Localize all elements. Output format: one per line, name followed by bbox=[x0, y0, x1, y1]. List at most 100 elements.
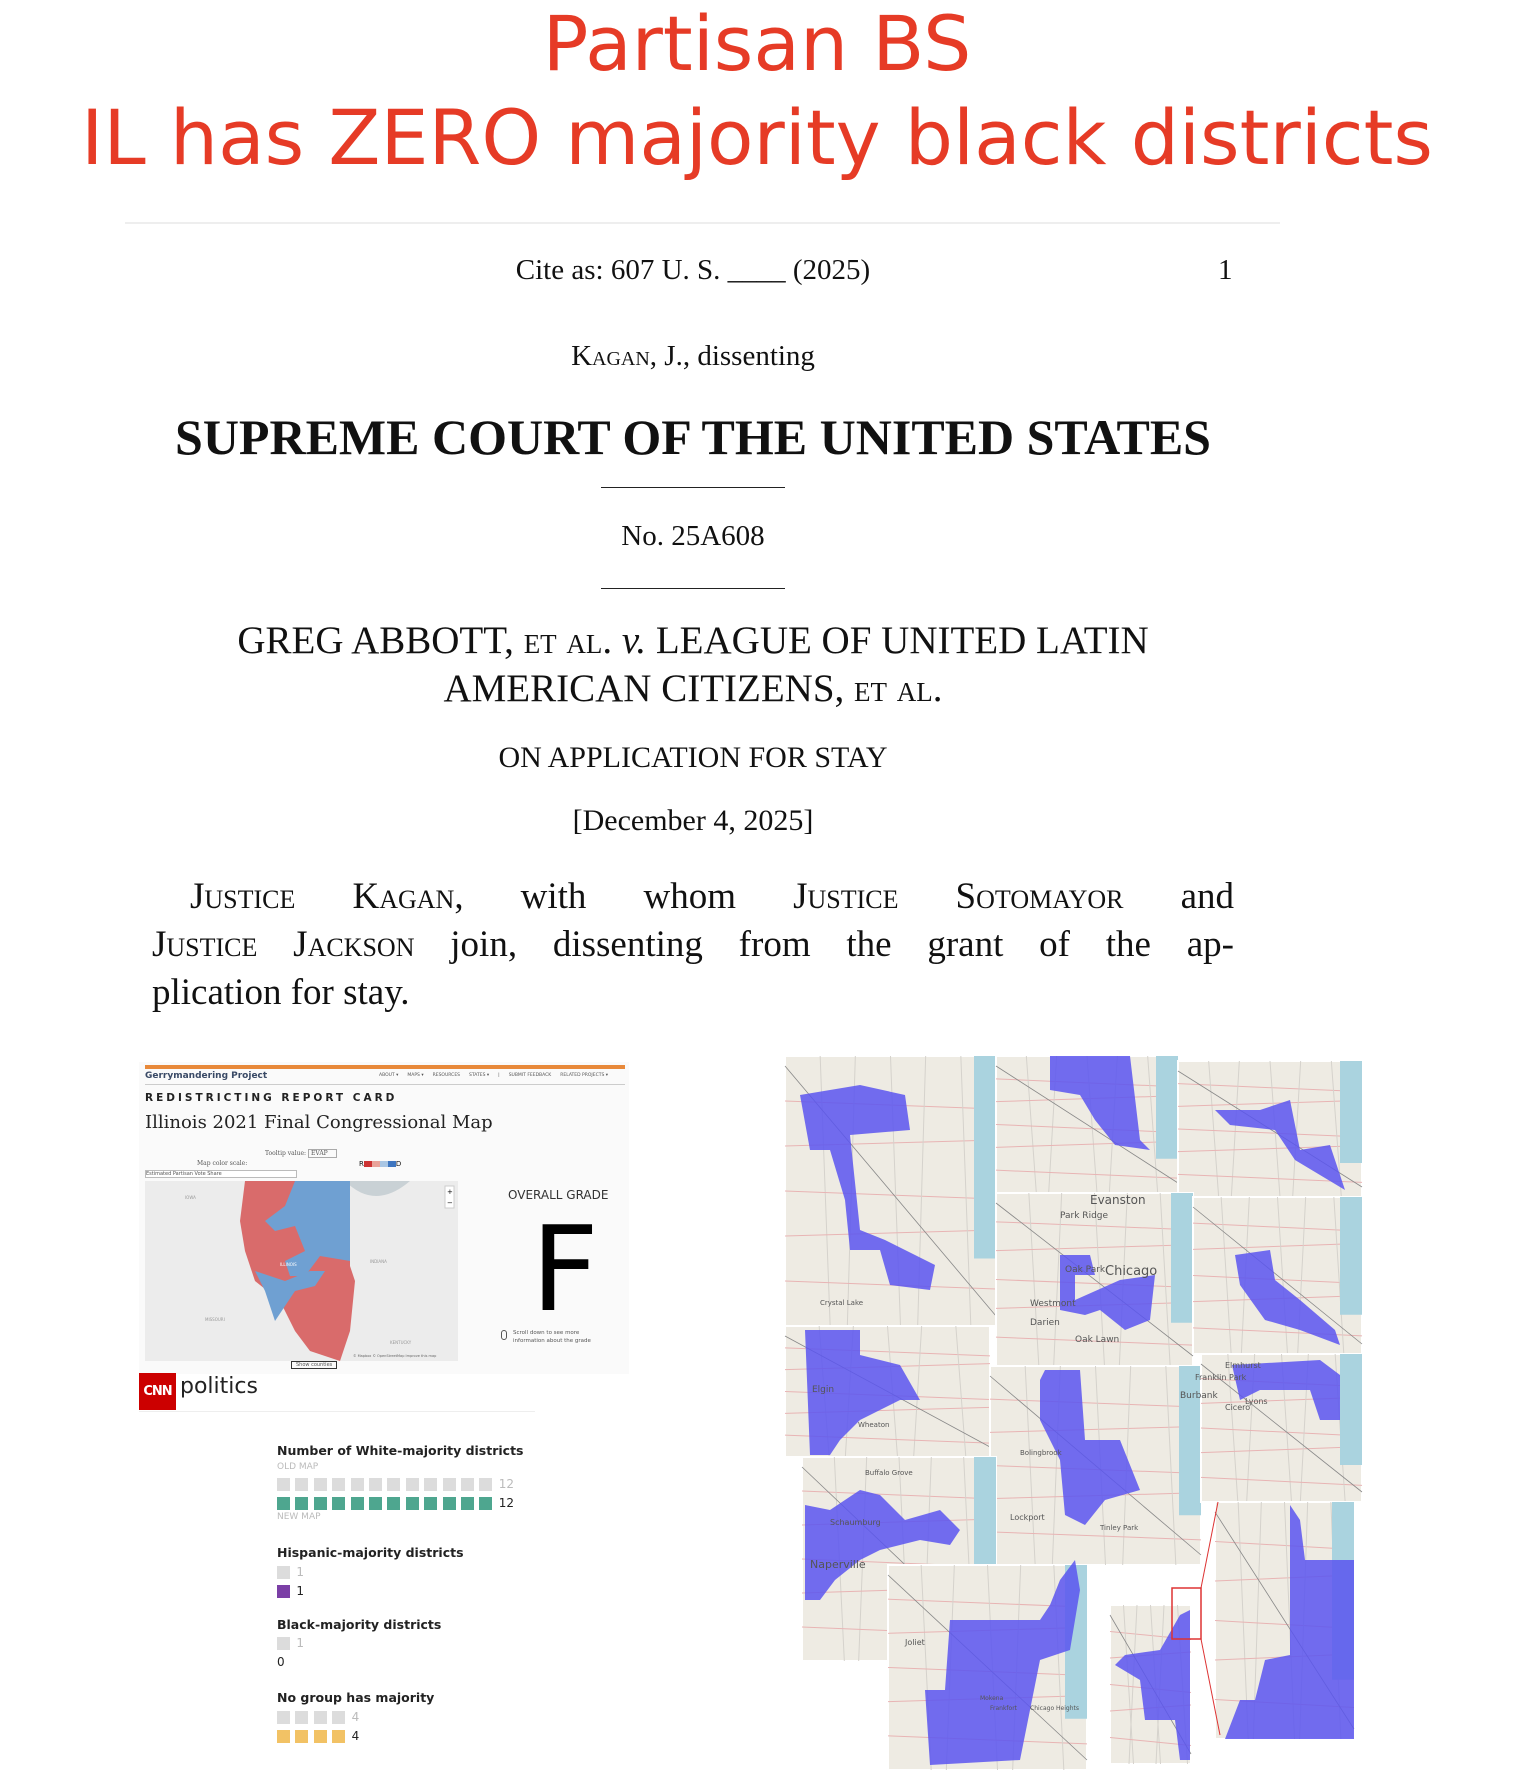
map-label: KENTUCKY bbox=[390, 1340, 412, 1345]
nav-divider bbox=[145, 1084, 625, 1085]
court-name: SUPREME COURT OF THE UNITED STATES bbox=[175, 409, 1211, 465]
old-map-square bbox=[405, 1478, 419, 1491]
new-map-square bbox=[313, 1497, 327, 1510]
illinois-district-map[interactable]: IOWA ILLINOIS INDIANA MISSOURI KENTUCKY … bbox=[145, 1181, 458, 1361]
tooltip-value-control[interactable]: Tooltip value: EVAP bbox=[265, 1149, 337, 1158]
lake-michigan bbox=[1179, 1366, 1201, 1516]
new-map-square bbox=[424, 1497, 438, 1510]
top-accent-bar bbox=[145, 1065, 625, 1069]
new-map-square bbox=[332, 1497, 346, 1510]
new-map-square bbox=[277, 1585, 290, 1598]
paragraph-line-1: Justice Kagan, with whom Justice Sotomay… bbox=[152, 878, 1234, 915]
page-number: 1 bbox=[1218, 254, 1233, 286]
caption-et-al: et al. bbox=[523, 619, 613, 662]
map-label: ILLINOIS bbox=[280, 1262, 297, 1267]
map-label: MISSOURI bbox=[205, 1317, 225, 1322]
color-scale-select[interactable]: Estimated Partisan Vote Share bbox=[145, 1170, 297, 1178]
scroll-hint-line: Scroll down to see more bbox=[513, 1330, 580, 1336]
district-shape bbox=[805, 1490, 960, 1600]
map-place-label: Mokena bbox=[980, 1695, 1004, 1702]
tooltip-select[interactable]: EVAP bbox=[308, 1149, 337, 1158]
posture: ON APPLICATION FOR STAY bbox=[498, 741, 888, 774]
map-place-label: Lyons bbox=[1245, 1397, 1268, 1406]
map-tile bbox=[1177, 1060, 1363, 1198]
overall-grade: F bbox=[531, 1200, 599, 1338]
old-map-square bbox=[332, 1711, 346, 1724]
nav-item[interactable]: RESOURCES bbox=[432, 1073, 461, 1078]
map-place-label: Wheaton bbox=[858, 1421, 889, 1429]
district-shape bbox=[1232, 1360, 1340, 1420]
old-map-square bbox=[295, 1478, 309, 1491]
old-map-square bbox=[479, 1478, 493, 1491]
cite-line: Cite as: 607 U. S. ____ (2025) bbox=[515, 254, 871, 286]
zoom-control[interactable] bbox=[444, 1185, 455, 1209]
old-map-square bbox=[277, 1478, 290, 1491]
district-shape bbox=[1040, 1370, 1140, 1525]
lake-michigan bbox=[1340, 1061, 1362, 1163]
nav-item[interactable]: ABOUT ▾ bbox=[379, 1073, 399, 1078]
new-map-square bbox=[442, 1497, 456, 1510]
nav-item[interactable]: RELATED PROJECTS ▾ bbox=[560, 1073, 609, 1078]
map-place-label: Joliet bbox=[904, 1638, 925, 1647]
map-place-label: Buffalo Grove bbox=[865, 1469, 913, 1477]
legend-d: D bbox=[395, 1160, 402, 1168]
author-name: Kagan bbox=[571, 340, 650, 372]
caption-versus: v. bbox=[621, 619, 647, 662]
lake-michigan bbox=[1171, 1193, 1193, 1323]
map-place-label: Chicago Heights bbox=[1030, 1705, 1079, 1712]
report-card-screenshot: Gerrymandering Project ABOUT ▾ MAPS ▾ RESO… bbox=[139, 1062, 629, 1374]
map-tile bbox=[887, 1560, 1088, 1771]
map-place-label: Chicago bbox=[1105, 1264, 1157, 1279]
new-map-square bbox=[405, 1497, 419, 1510]
new-map-square bbox=[479, 1497, 493, 1510]
old-map-label: OLD MAP bbox=[277, 1462, 319, 1472]
paragraph-line-2: Justice Jackson join, dissenting from th… bbox=[152, 926, 1234, 963]
decision-date: [December 4, 2025] bbox=[572, 804, 814, 837]
caption-party: GREG ABBOTT, bbox=[237, 619, 524, 662]
new-map-count: 1 bbox=[296, 1584, 305, 1598]
map-place-label: Schaumburg bbox=[830, 1518, 881, 1527]
tooltip-label: Tooltip value: bbox=[265, 1150, 307, 1157]
nav-item[interactable]: STATES ▾ bbox=[469, 1073, 490, 1078]
district-shape bbox=[805, 1330, 920, 1455]
headline-line-1: Partisan BS bbox=[542, 0, 972, 88]
new-map-label: NEW MAP bbox=[277, 1512, 321, 1522]
old-map-count: 4 bbox=[351, 1710, 360, 1724]
group-title: No group has majority bbox=[277, 1690, 435, 1705]
nav-item[interactable]: SUBMIT FEEDBACK bbox=[508, 1073, 552, 1078]
old-map-square bbox=[313, 1478, 327, 1491]
new-map-square bbox=[369, 1497, 382, 1510]
lake-michigan bbox=[1156, 1056, 1178, 1159]
legend-r: R bbox=[359, 1160, 364, 1168]
zoom-in-icon[interactable]: + bbox=[447, 1188, 453, 1196]
map-tile bbox=[1214, 1501, 1355, 1740]
old-map-square bbox=[442, 1478, 456, 1491]
new-map-square bbox=[295, 1497, 309, 1510]
map-tile bbox=[801, 1456, 997, 1662]
district-shape bbox=[800, 1085, 935, 1290]
map-place-label: Burbank bbox=[1180, 1391, 1219, 1401]
map-place-label: Bolingbrook bbox=[1020, 1449, 1063, 1457]
headline-line-2: IL has ZERO majority black districts bbox=[81, 93, 1433, 182]
map-place-label: Lockport bbox=[1010, 1513, 1045, 1522]
group-title: Black-majority districts bbox=[277, 1617, 442, 1632]
new-map-square bbox=[313, 1730, 327, 1743]
map-place-label: Crystal Lake bbox=[820, 1299, 863, 1307]
new-map-count: 12 bbox=[498, 1496, 515, 1510]
group-title: Hispanic-majority districts bbox=[277, 1545, 464, 1560]
zoom-out-icon[interactable]: − bbox=[447, 1199, 453, 1207]
new-map-square bbox=[350, 1497, 364, 1510]
nav-item[interactable]: MAPS ▾ bbox=[407, 1073, 424, 1078]
map-place-label: Tinley Park bbox=[1099, 1524, 1139, 1532]
map-place-label: Frankfort bbox=[990, 1705, 1018, 1712]
old-map-square bbox=[461, 1478, 474, 1491]
new-map-count: 0 bbox=[277, 1655, 285, 1669]
old-map-count: 12 bbox=[498, 1477, 515, 1491]
old-map-square bbox=[277, 1637, 290, 1650]
old-map-square bbox=[332, 1478, 346, 1491]
site-name[interactable]: Gerrymandering Project bbox=[145, 1071, 268, 1081]
map-place-label: Elmhurst bbox=[1225, 1361, 1261, 1370]
show-counties-button[interactable]: Show counties bbox=[291, 1361, 338, 1369]
